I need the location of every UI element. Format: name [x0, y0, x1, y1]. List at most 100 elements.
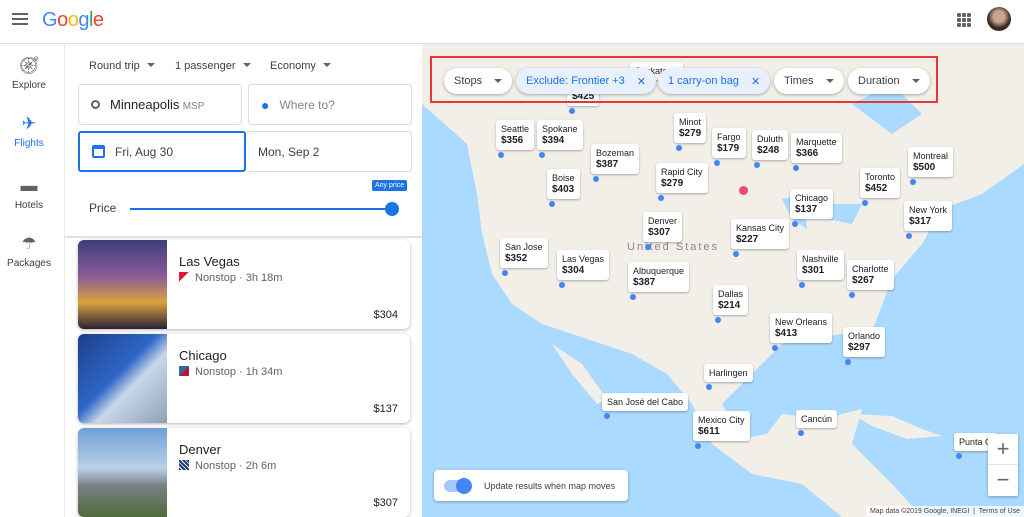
- airport-marker[interactable]: [772, 345, 778, 351]
- airport-marker[interactable]: [630, 294, 636, 300]
- map-destination-label[interactable]: Charlotte $267: [847, 260, 894, 290]
- close-icon[interactable]: ✕: [750, 75, 761, 88]
- airport-marker[interactable]: [695, 443, 701, 449]
- map-destination-label[interactable]: Minot $279: [674, 113, 707, 143]
- destination-city: Denver: [648, 216, 678, 226]
- map-destination-label[interactable]: Kansas City $227: [731, 219, 790, 249]
- map-data-credit: Map data ©2019 Google, INEGI: [869, 508, 970, 515]
- result-card[interactable]: Chicago Nonstop · 1h 34m $137: [78, 334, 410, 423]
- terms-link[interactable]: Terms of Use: [978, 508, 1020, 515]
- price-slider-thumb[interactable]: [385, 202, 399, 216]
- update-on-move-toggle[interactable]: Update results when map moves: [434, 470, 628, 501]
- map-destination-label[interactable]: Harlingen: [704, 364, 753, 382]
- map-destination-label[interactable]: Mexico City $611: [693, 411, 750, 441]
- airport-marker[interactable]: [845, 359, 851, 365]
- exclude-airlines-filter[interactable]: Exclude: Frontier +3 ✕: [516, 68, 656, 94]
- bags-filter[interactable]: 1 carry-on bag ✕: [658, 68, 771, 94]
- airport-marker[interactable]: [569, 108, 575, 114]
- map-destination-label[interactable]: Orlando $297: [843, 327, 886, 357]
- map-destination-label[interactable]: Rapid City $279: [656, 163, 708, 193]
- destination-city: Minot: [679, 117, 702, 127]
- zoom-in-button[interactable]: +: [988, 434, 1018, 465]
- airport-marker[interactable]: [604, 413, 610, 419]
- trip-type-select[interactable]: Round trip: [89, 60, 155, 72]
- map-destination-label[interactable]: Punta C: [954, 433, 997, 451]
- destination-field[interactable]: ● Where to?: [248, 84, 412, 125]
- hamburger-icon[interactable]: [12, 13, 28, 25]
- map-destination-label[interactable]: New Orleans $413: [770, 313, 833, 343]
- airport-marker[interactable]: [956, 453, 962, 459]
- map-destination-label[interactable]: Cancún: [796, 410, 838, 428]
- destination-price: $137: [795, 204, 818, 215]
- map-destination-label[interactable]: San José del Cabo: [602, 393, 689, 411]
- airport-marker[interactable]: [910, 179, 916, 185]
- nav-packages[interactable]: ☂ Packages: [0, 234, 58, 269]
- airport-marker[interactable]: [754, 162, 760, 168]
- airport-marker[interactable]: [645, 244, 651, 250]
- price-slider-track[interactable]: [130, 208, 392, 210]
- calendar-icon: [92, 145, 105, 158]
- cabin-select[interactable]: Economy: [270, 60, 331, 72]
- airport-marker[interactable]: [539, 152, 545, 158]
- duration-filter[interactable]: Duration: [848, 68, 930, 94]
- airport-marker[interactable]: [906, 233, 912, 239]
- airport-marker[interactable]: [706, 384, 712, 390]
- nav-hotels[interactable]: ▬ Hotels: [0, 176, 58, 211]
- map-destination-label[interactable]: San Jose $352: [500, 238, 548, 268]
- map-destination-label[interactable]: Seattle $356: [496, 120, 535, 150]
- map-destination-label[interactable]: Nashville $301: [797, 250, 844, 280]
- return-date-field[interactable]: Mon, Sep 2: [246, 131, 412, 172]
- map-destination-label[interactable]: Marquette $366: [791, 133, 842, 163]
- airport-marker[interactable]: [559, 282, 565, 288]
- airport-marker[interactable]: [799, 282, 805, 288]
- destination-city: San Jose: [505, 242, 543, 252]
- airport-marker[interactable]: [862, 200, 868, 206]
- map-destination-label[interactable]: Denver $307: [643, 212, 683, 242]
- avatar[interactable]: [987, 7, 1011, 31]
- apps-grid-icon[interactable]: [957, 13, 971, 27]
- zoom-out-button[interactable]: −: [996, 467, 1010, 492]
- airport-marker[interactable]: [733, 251, 739, 257]
- airport-marker[interactable]: [798, 430, 804, 436]
- map-destination-label[interactable]: Spokane $394: [537, 120, 583, 150]
- google-logo[interactable]: Google: [42, 9, 104, 31]
- map[interactable]: United States Saskatoon $425 Seattle $356 Sp…: [422, 44, 1024, 517]
- map-destination-label[interactable]: Bozeman $387: [591, 144, 640, 174]
- airport-marker[interactable]: [792, 221, 798, 227]
- airport-marker[interactable]: [549, 201, 555, 207]
- airport-marker[interactable]: [658, 195, 664, 201]
- map-destination-label[interactable]: Boise $403: [547, 169, 580, 199]
- airport-marker[interactable]: [676, 145, 682, 151]
- passengers-select[interactable]: 1 passenger: [175, 60, 251, 72]
- close-icon[interactable]: ✕: [636, 75, 646, 88]
- destination-price: $611: [698, 426, 720, 437]
- destination-price: $279: [661, 178, 684, 189]
- result-card[interactable]: Las Vegas Nonstop · 3h 18m $304: [78, 240, 410, 329]
- result-card[interactable]: Denver Nonstop · 2h 6m $307: [78, 428, 410, 517]
- destination-city: Mexico City: [698, 415, 745, 425]
- chip-label: Exclude: Frontier +3: [526, 75, 625, 87]
- airport-marker[interactable]: [793, 165, 799, 171]
- map-destination-label[interactable]: Montreal $500: [908, 147, 954, 177]
- depart-date-field[interactable]: Fri, Aug 30: [78, 131, 246, 172]
- nav-flights[interactable]: ✈ Flights: [0, 114, 58, 149]
- airport-marker[interactable]: [498, 152, 504, 158]
- airport-marker[interactable]: [502, 270, 508, 276]
- map-destination-label[interactable]: New York $317: [904, 201, 953, 231]
- map-destination-label[interactable]: Duluth $248: [752, 130, 789, 160]
- airport-marker[interactable]: [715, 317, 721, 323]
- times-filter[interactable]: Times: [774, 68, 844, 94]
- airport-marker[interactable]: [593, 176, 599, 182]
- stops-filter[interactable]: Stops: [444, 68, 513, 94]
- map-destination-label[interactable]: Fargo $179: [712, 128, 746, 158]
- origin-field[interactable]: Minneapolis MSP: [78, 84, 242, 125]
- map-destination-label[interactable]: Dallas $214: [713, 285, 749, 315]
- map-destination-label[interactable]: Chicago $137: [790, 189, 834, 219]
- airport-marker[interactable]: [849, 292, 855, 298]
- map-destination-label[interactable]: Toronto $452: [860, 168, 901, 198]
- toggle-switch[interactable]: [444, 477, 472, 494]
- nav-explore[interactable]: 🧭︎ Explore: [0, 56, 58, 91]
- map-destination-label[interactable]: Albuquerque $387: [628, 262, 690, 292]
- map-destination-label[interactable]: Las Vegas $304: [557, 250, 610, 280]
- airport-marker[interactable]: [714, 160, 720, 166]
